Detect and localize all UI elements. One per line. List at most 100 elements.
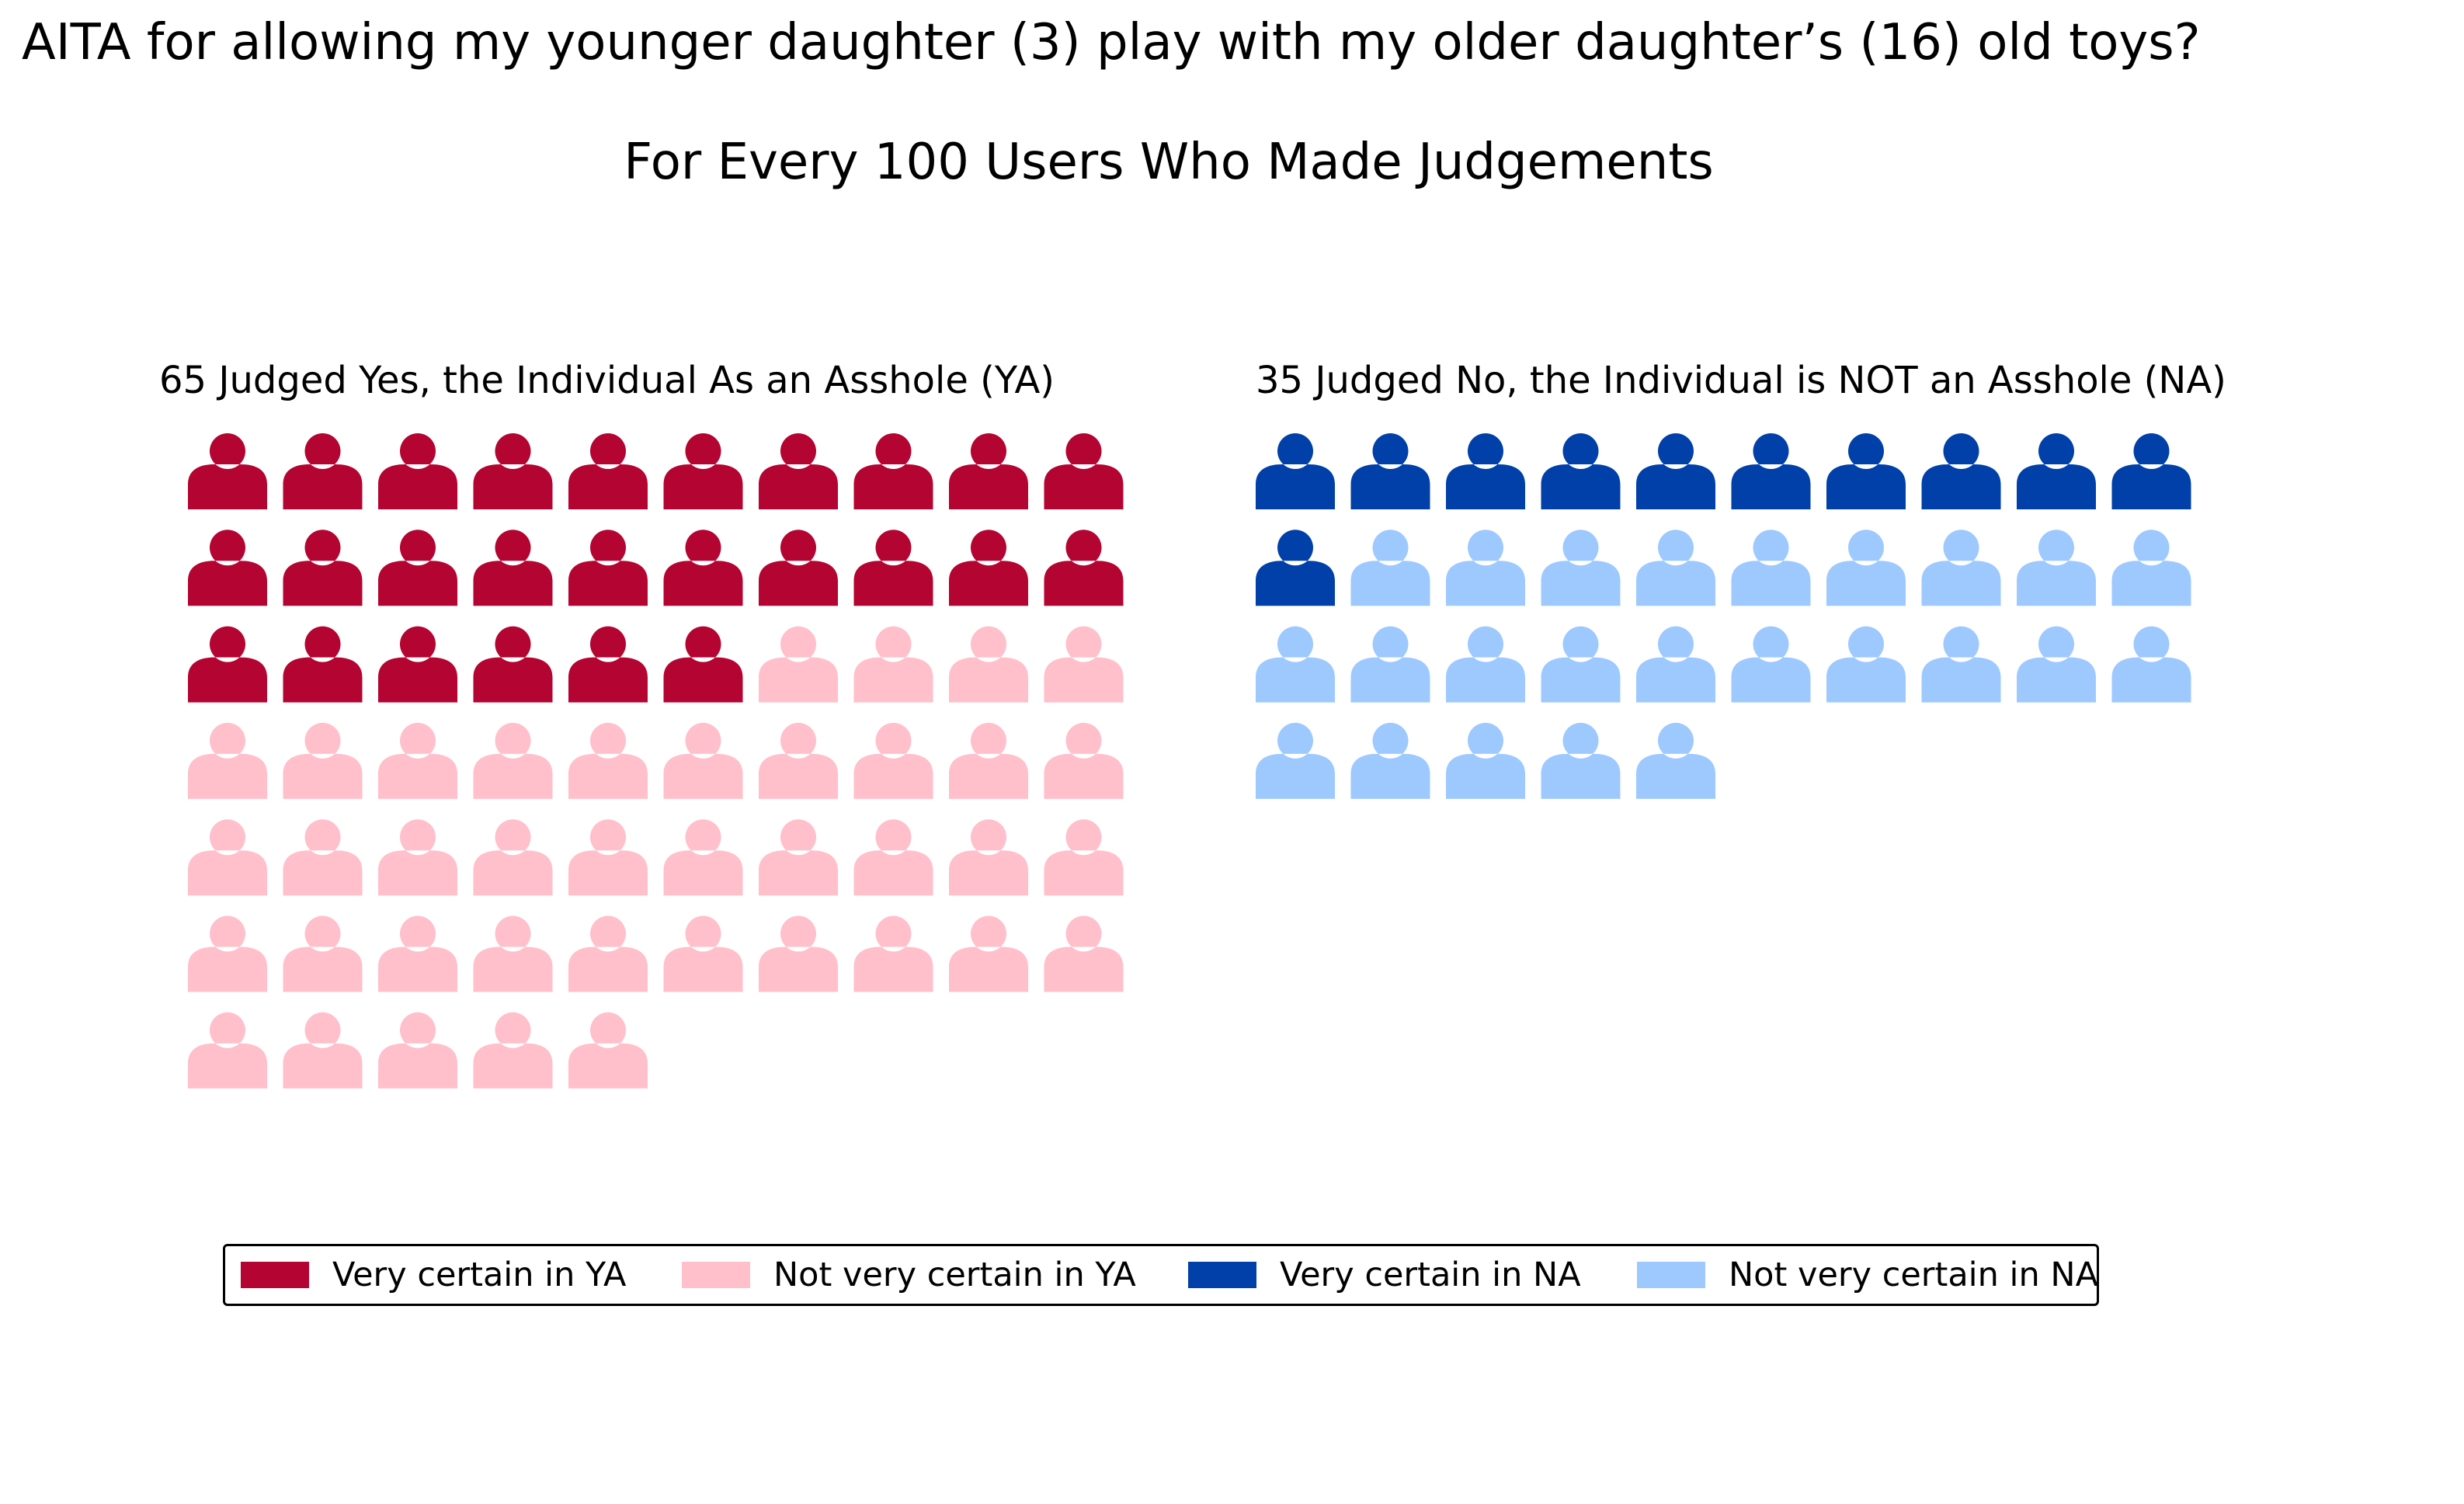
person-icon <box>1350 530 1430 606</box>
person-icon <box>283 722 363 799</box>
person-icon <box>1636 626 1715 703</box>
person-icon <box>1541 433 1621 509</box>
person-icon <box>283 1012 363 1089</box>
person-icon <box>1350 722 1430 799</box>
legend-swatch <box>1637 1262 1705 1288</box>
legend-item-not-very-certain-na: Not very certain in NA <box>1637 1246 2098 1304</box>
person-icon <box>759 819 838 896</box>
person-icon <box>949 626 1028 703</box>
person-icon <box>568 915 648 992</box>
person-icon <box>1044 626 1124 703</box>
person-icon <box>378 433 457 509</box>
legend-label: Not very certain in NA <box>1729 1256 2099 1294</box>
person-icon <box>1731 626 1811 703</box>
person-icon <box>473 530 553 606</box>
person-icon <box>663 819 743 896</box>
person-icon <box>1044 433 1124 509</box>
person-icon <box>1044 722 1124 799</box>
person-icon <box>853 915 933 992</box>
person-icon <box>949 915 1028 992</box>
person-icon <box>1826 626 1906 703</box>
person-icon <box>378 819 457 896</box>
person-icon <box>283 626 363 703</box>
person-icon <box>283 530 363 606</box>
person-icon <box>378 626 457 703</box>
legend-label: Not very certain in YA <box>773 1256 1136 1294</box>
person-icon <box>1636 530 1715 606</box>
person-icon <box>949 722 1028 799</box>
panel-title-ya: 65 Judged Yes, the Individual As an Assh… <box>159 359 1055 402</box>
person-icon <box>853 819 933 896</box>
person-icon <box>663 530 743 606</box>
person-icon <box>1044 819 1124 896</box>
person-icon <box>853 722 933 799</box>
person-icon <box>949 433 1028 509</box>
person-icon <box>1044 530 1124 606</box>
legend-swatch <box>682 1262 750 1288</box>
person-icon <box>1446 722 1525 799</box>
person-icon <box>759 626 838 703</box>
person-icon <box>2111 626 2191 703</box>
person-icon <box>1446 530 1525 606</box>
person-icon <box>188 819 267 896</box>
person-icon <box>568 626 648 703</box>
person-icon <box>853 626 933 703</box>
person-icon <box>283 915 363 992</box>
person-icon <box>1350 626 1430 703</box>
person-icon <box>188 915 267 992</box>
chart-subtitle: For Every 100 Users Who Made Judgements <box>624 134 1714 191</box>
person-icon <box>473 915 553 992</box>
person-icon <box>283 433 363 509</box>
person-icon <box>1541 530 1621 606</box>
person-icon <box>188 626 267 703</box>
person-icon <box>188 433 267 509</box>
waffle-panel-ya <box>188 433 1124 1089</box>
person-icon <box>568 722 648 799</box>
person-icon <box>759 915 838 992</box>
legend-item-not-very-certain-ya: Not very certain in YA <box>682 1246 1136 1304</box>
legend-item-very-certain-na: Very certain in NA <box>1188 1246 1581 1304</box>
person-icon <box>663 915 743 992</box>
legend: Very certain in YA Not very certain in Y… <box>223 1244 2099 1306</box>
legend-label: Very certain in NA <box>1280 1256 1581 1294</box>
person-icon <box>1921 433 2001 509</box>
person-icon <box>1256 433 1335 509</box>
person-icon <box>473 626 553 703</box>
person-icon <box>1256 626 1335 703</box>
person-icon <box>1350 433 1430 509</box>
person-icon <box>188 1012 267 1089</box>
person-icon <box>283 819 363 896</box>
person-icon <box>949 530 1028 606</box>
person-icon <box>663 433 743 509</box>
person-icon <box>378 722 457 799</box>
person-icon <box>853 530 933 606</box>
person-icon <box>2017 530 2096 606</box>
person-icon <box>1256 530 1335 606</box>
person-icon <box>2017 433 2096 509</box>
person-icon <box>188 722 267 799</box>
person-icon <box>473 433 553 509</box>
legend-swatch <box>241 1262 309 1288</box>
person-icon <box>2017 626 2096 703</box>
person-icon <box>759 530 838 606</box>
person-icon <box>568 433 648 509</box>
legend-swatch <box>1188 1262 1256 1288</box>
person-icon <box>663 626 743 703</box>
person-icon <box>188 530 267 606</box>
person-icon <box>1826 433 1906 509</box>
person-icon <box>1446 433 1525 509</box>
person-icon <box>2111 530 2191 606</box>
person-icon <box>1256 722 1335 799</box>
person-icon <box>663 722 743 799</box>
person-icon <box>1636 722 1715 799</box>
person-icon <box>759 722 838 799</box>
person-icon <box>1044 915 1124 992</box>
person-icon <box>1921 530 2001 606</box>
person-icon <box>2111 433 2191 509</box>
person-icon <box>853 433 933 509</box>
person-icon <box>759 433 838 509</box>
person-icon <box>949 819 1028 896</box>
person-icon <box>1921 626 2001 703</box>
panel-title-na: 35 Judged No, the Individual is NOT an A… <box>1256 359 2226 402</box>
person-icon <box>473 1012 553 1089</box>
